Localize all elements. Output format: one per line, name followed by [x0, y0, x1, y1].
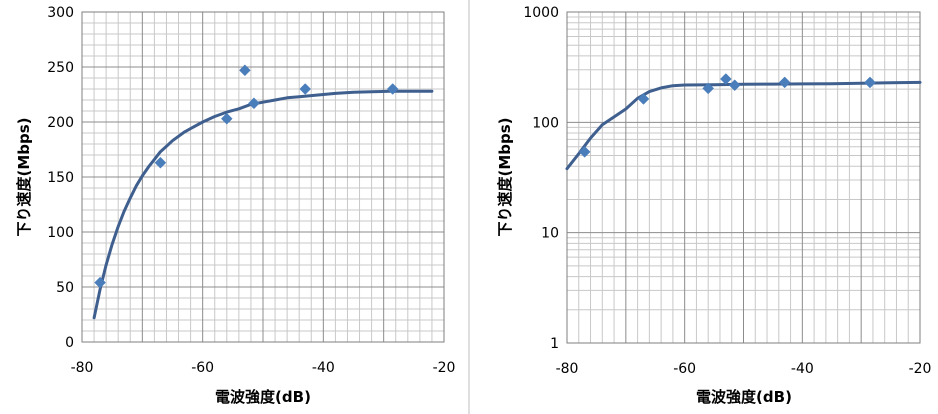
x-tick-label: -80: [556, 361, 579, 377]
y-tick-label: 10: [541, 226, 559, 242]
data-point-diamond: [778, 76, 791, 89]
x-tick-label: -60: [673, 361, 696, 377]
chart-log-grid: [566, 11, 921, 344]
data-point-diamond: [637, 93, 650, 105]
x-tick-label: -80: [71, 360, 94, 376]
x-tick-label: -20: [433, 360, 456, 376]
data-point-diamond: [94, 276, 106, 289]
chart-linear-y-ticks: 0 50 100 150 200 250 300: [47, 5, 74, 351]
x-tick-label: -20: [909, 361, 932, 377]
data-point-diamond: [386, 83, 399, 95]
data-point-diamond: [220, 112, 233, 125]
chart-log-x-ticks: -80 -60 -40 -20: [556, 361, 932, 377]
chart-log-y-axis-title: 下り速度(Mbps): [496, 117, 514, 236]
data-point-diamond: [864, 76, 876, 89]
chart-linear-x-axis-title: 電波強度(dB): [215, 388, 311, 406]
data-point-diamond: [578, 146, 591, 158]
chart-linear-grid: [81, 11, 445, 343]
y-tick-label: 250: [47, 60, 74, 76]
data-point-diamond: [702, 82, 715, 95]
chart-linear-x-ticks: -80 -60 -40 -20: [71, 360, 456, 376]
y-tick-label: 150: [47, 170, 74, 186]
chart-log-series: [565, 73, 922, 171]
fit-curve-line: [92, 89, 434, 320]
fit-curve-line: [565, 80, 922, 171]
data-point-diamond: [719, 73, 732, 85]
y-tick-label: 1: [550, 336, 559, 352]
y-tick-label: 0: [65, 335, 74, 351]
chart-linear-y-axis-title: 下り速度(Mbps): [15, 117, 33, 236]
y-tick-label: 100: [532, 115, 559, 131]
y-tick-label: 50: [56, 280, 74, 296]
data-point-diamond: [728, 79, 741, 92]
x-tick-label: -40: [312, 360, 335, 376]
chart-linear-series: [92, 64, 434, 320]
plot-area-border: [566, 11, 921, 344]
data-point-diamond: [248, 97, 260, 110]
chart-log-x-axis-title: 電波強度(dB): [696, 388, 792, 406]
chart-log: 1 10 100 1000 -80 -60 -40 -20 電波強度(dB) 下り速度(Mb…: [496, 5, 931, 406]
data-point-diamond: [154, 156, 167, 169]
chart-log-y-ticks: 1 10 100 1000: [523, 5, 559, 352]
y-tick-label: 1000: [523, 5, 559, 21]
y-tick-label: 300: [47, 5, 74, 21]
x-tick-label: -60: [191, 360, 214, 376]
plot-area-border: [81, 11, 445, 343]
y-tick-label: 200: [47, 115, 74, 131]
x-tick-label: -40: [791, 361, 814, 377]
data-point-diamond: [299, 83, 312, 95]
data-point-diamond: [239, 64, 251, 77]
chart-linear: 0 50 100 150 200 250 300 -80 -60 -40 -20 電波強度(dB)…: [15, 5, 455, 406]
y-tick-label: 100: [47, 225, 74, 241]
